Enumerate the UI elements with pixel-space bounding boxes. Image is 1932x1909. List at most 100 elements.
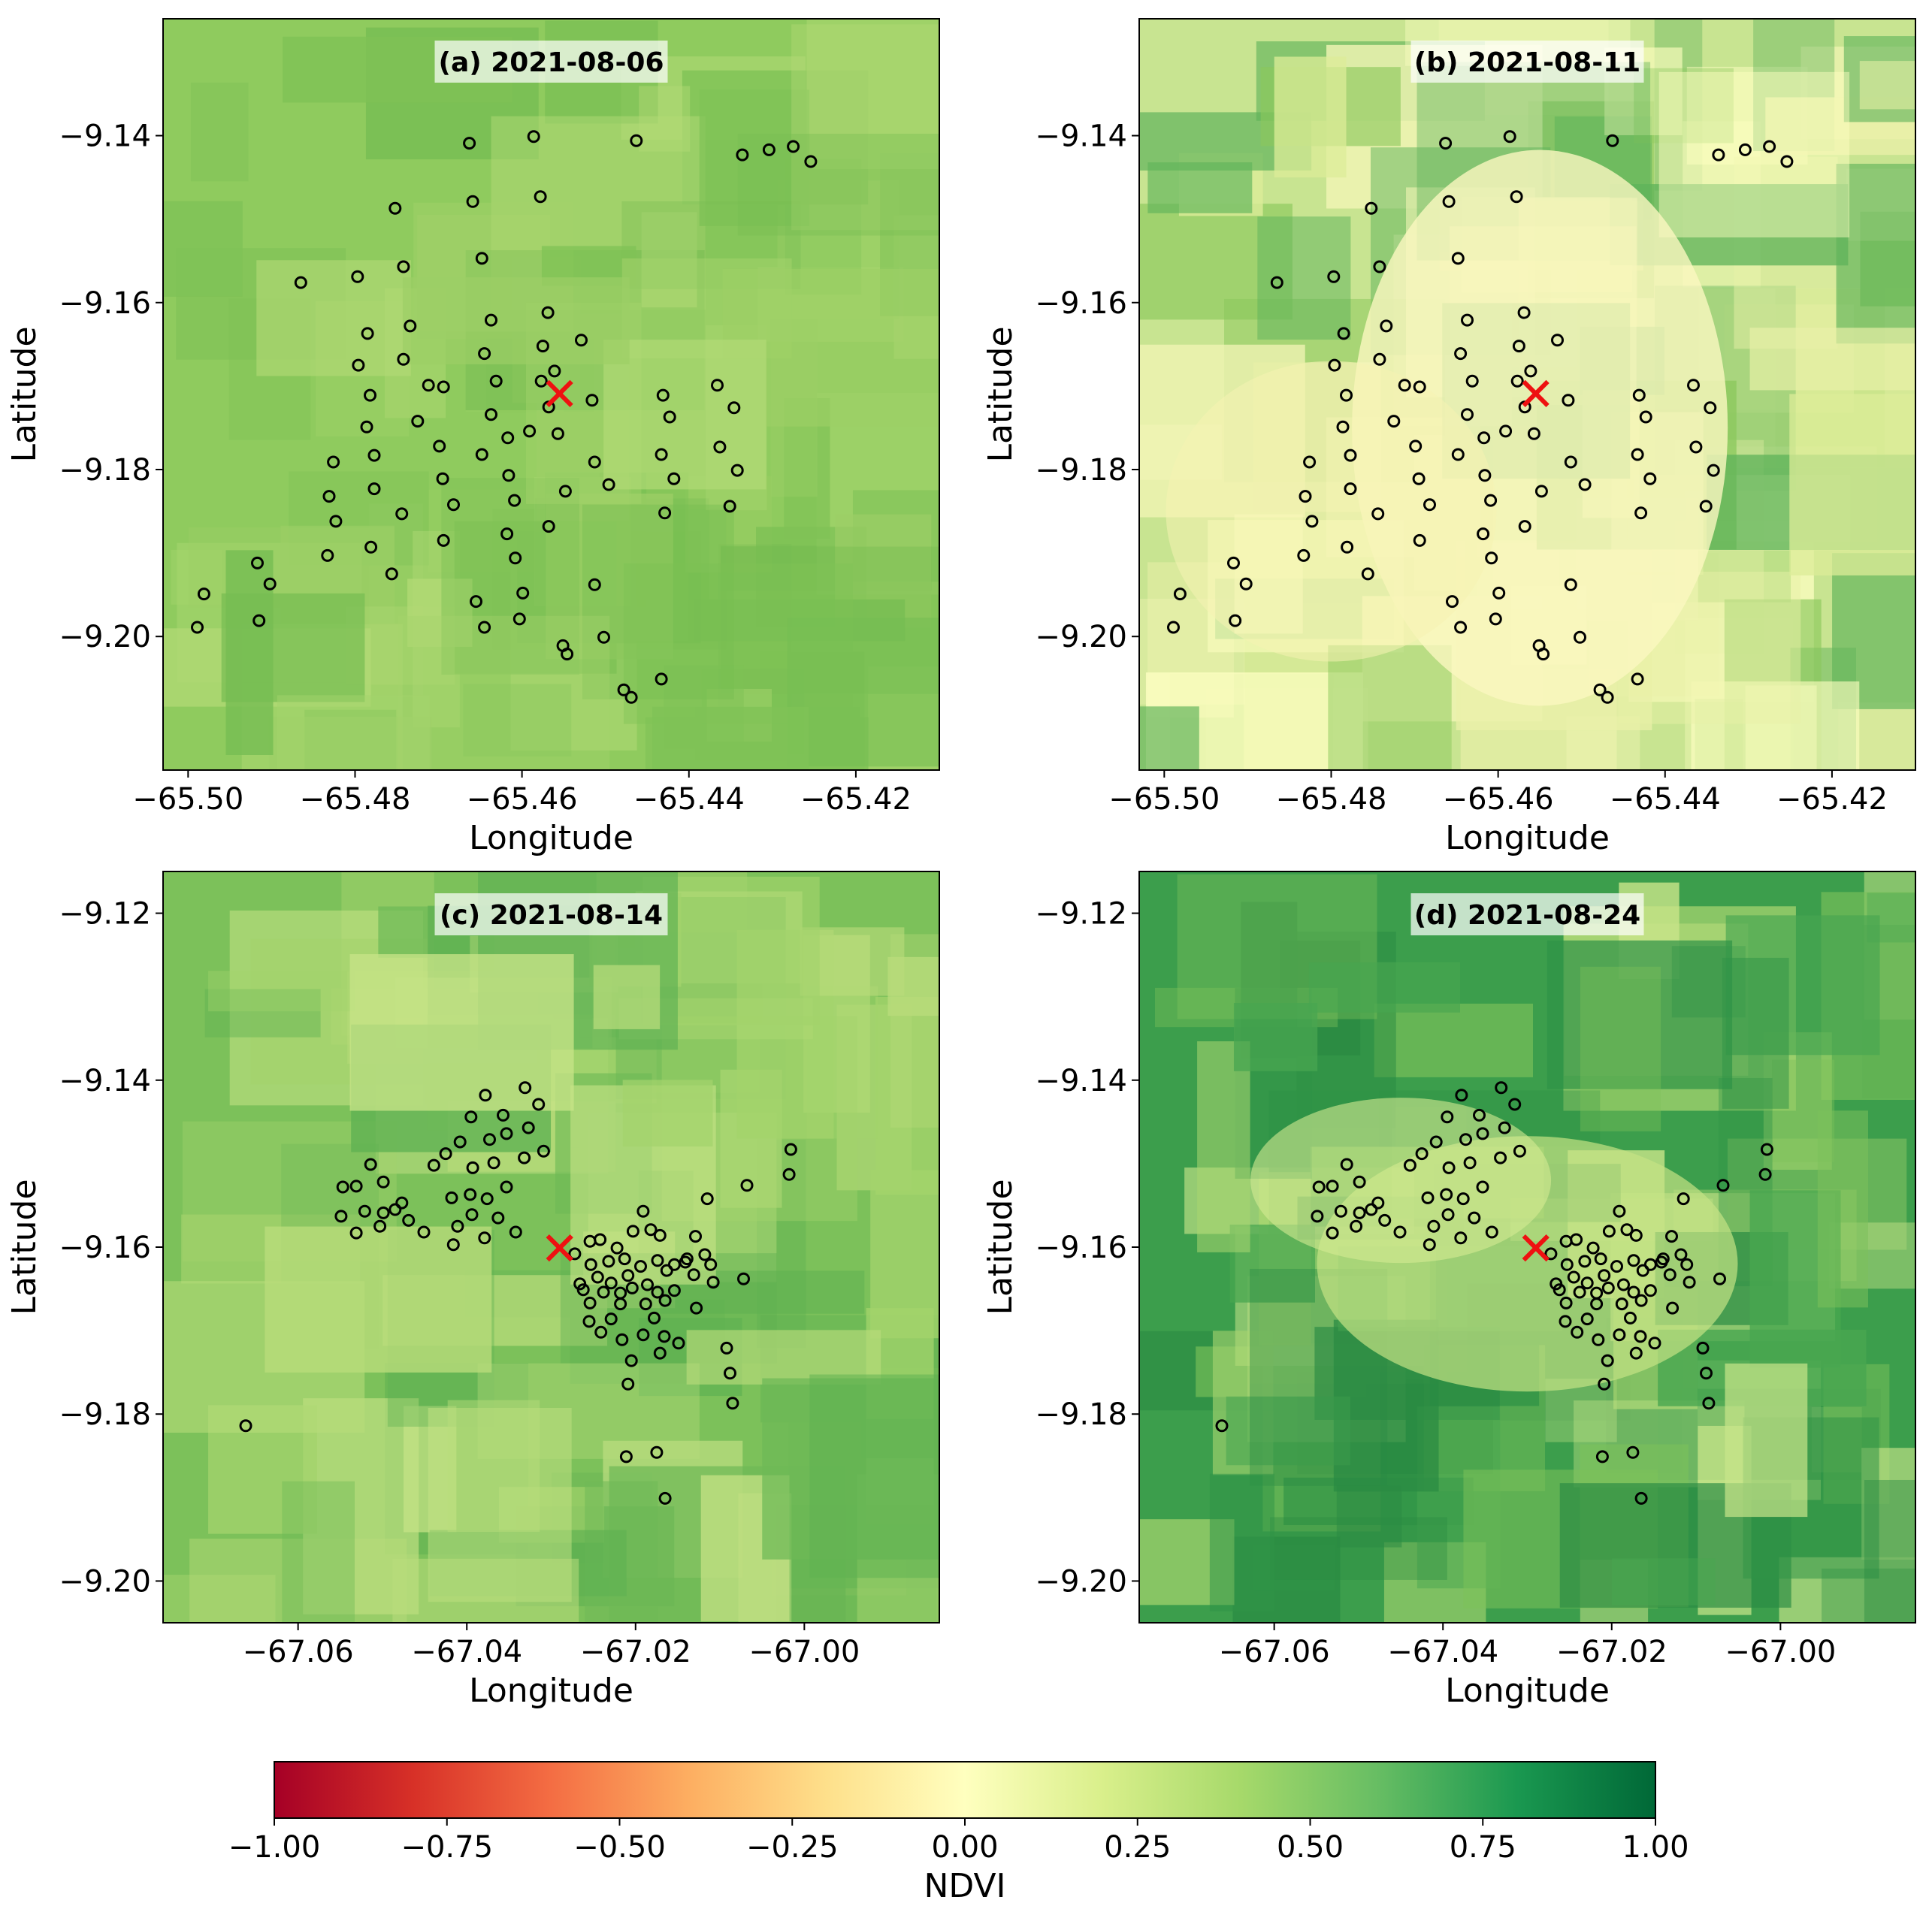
sample-point-marker bbox=[1412, 472, 1426, 485]
sample-point-marker bbox=[1409, 439, 1423, 453]
sample-point-marker bbox=[1629, 1346, 1643, 1360]
sample-point-marker bbox=[1498, 1121, 1511, 1134]
raster-patch bbox=[1691, 681, 1860, 770]
sample-point-marker bbox=[1492, 586, 1506, 600]
raster-patch bbox=[392, 1558, 579, 1623]
colorbar-tick-label: 0.50 bbox=[1277, 1830, 1344, 1865]
sample-point-marker bbox=[373, 1219, 387, 1233]
sample-point-marker bbox=[1763, 140, 1776, 153]
sample-point-marker bbox=[1510, 190, 1523, 204]
sample-point-marker bbox=[1518, 520, 1531, 533]
sample-point-marker bbox=[1485, 551, 1498, 565]
sample-point-marker bbox=[1707, 464, 1720, 477]
sample-point-marker bbox=[653, 1346, 667, 1360]
raster-patch bbox=[1859, 61, 1915, 110]
sample-point-marker bbox=[1594, 1252, 1607, 1266]
sample-point-marker bbox=[568, 1247, 582, 1261]
sample-point-marker bbox=[1215, 1419, 1229, 1433]
sample-point-marker bbox=[367, 449, 381, 462]
raster-patch bbox=[349, 954, 574, 1111]
panel-title-text: (d) 2021-08-24 bbox=[1414, 900, 1640, 931]
sample-point-marker bbox=[1760, 1143, 1773, 1156]
sample-point-marker bbox=[1586, 1241, 1600, 1255]
sample-point-marker bbox=[422, 379, 435, 392]
sample-point-marker bbox=[464, 1188, 477, 1201]
sample-point-marker bbox=[1344, 482, 1357, 496]
sample-point-marker bbox=[804, 155, 818, 168]
sample-point-marker bbox=[1477, 431, 1491, 445]
sample-point-marker bbox=[1415, 1147, 1429, 1161]
sample-point-marker bbox=[1451, 252, 1465, 265]
sample-point-marker bbox=[720, 1341, 733, 1355]
sample-point-marker bbox=[591, 1270, 604, 1284]
sample-point-marker bbox=[501, 431, 515, 445]
sample-point-marker bbox=[1468, 1211, 1481, 1225]
raster-patch bbox=[593, 965, 661, 1029]
sample-point-marker bbox=[1559, 1315, 1572, 1328]
sample-point-marker bbox=[1387, 415, 1401, 428]
sample-point-marker bbox=[437, 380, 450, 394]
sample-point-marker bbox=[588, 578, 601, 591]
raster-burn bbox=[1250, 1098, 1552, 1264]
panel-title: (a) 2021-08-06 bbox=[434, 41, 668, 83]
sample-point-marker bbox=[1551, 334, 1564, 347]
sample-point-marker bbox=[1700, 1367, 1713, 1380]
sample-point-marker bbox=[621, 1269, 635, 1282]
sample-point-marker bbox=[470, 595, 482, 609]
raster-patch bbox=[652, 706, 809, 770]
sample-point-marker bbox=[197, 588, 210, 601]
raster-patch bbox=[1580, 966, 1661, 1131]
sample-point-marker bbox=[395, 1196, 409, 1210]
y-tick-label: −9.18 bbox=[59, 1397, 151, 1432]
sample-point-marker bbox=[1361, 567, 1374, 581]
raster-patch bbox=[806, 19, 939, 170]
sample-point-marker bbox=[626, 1225, 639, 1238]
raster-patch bbox=[1822, 1568, 1915, 1623]
sample-point-marker bbox=[1403, 1158, 1416, 1172]
raster-patch bbox=[477, 1363, 700, 1459]
sample-point-marker bbox=[487, 1156, 500, 1170]
raster-patch bbox=[1139, 706, 1199, 770]
sample-point-marker bbox=[479, 1089, 492, 1102]
sample-point-marker bbox=[724, 1367, 736, 1380]
sample-point-marker bbox=[1489, 612, 1502, 626]
colorbar-tick-label: 1.00 bbox=[1622, 1830, 1689, 1865]
x-tick-label: −65.48 bbox=[299, 782, 410, 817]
sample-point-marker bbox=[500, 1180, 513, 1194]
fire-center-marker bbox=[546, 1234, 573, 1262]
sample-point-marker bbox=[1713, 1272, 1726, 1285]
sample-point-marker bbox=[610, 1241, 624, 1255]
sample-point-marker bbox=[522, 1121, 535, 1134]
sample-point-marker bbox=[1423, 1238, 1436, 1252]
x-tick-label: −67.00 bbox=[1725, 1635, 1836, 1669]
sample-point-marker bbox=[239, 1419, 252, 1433]
sample-point-marker bbox=[1461, 313, 1474, 327]
x-tick-label: −67.04 bbox=[411, 1635, 522, 1669]
sample-point-marker bbox=[1229, 614, 1242, 627]
y-tick-label: −9.16 bbox=[59, 286, 151, 321]
sample-point-marker bbox=[446, 1238, 460, 1252]
sample-point-marker bbox=[1499, 424, 1513, 438]
sample-point-marker bbox=[389, 201, 402, 215]
sample-point-marker bbox=[263, 577, 277, 591]
sample-point-marker bbox=[322, 490, 336, 503]
sample-point-marker bbox=[651, 1285, 664, 1299]
sample-point-marker bbox=[447, 498, 460, 512]
sample-point-marker bbox=[641, 1278, 654, 1291]
sample-point-marker bbox=[1617, 1278, 1630, 1291]
sample-point-marker bbox=[534, 374, 548, 388]
sample-point-marker bbox=[1326, 1226, 1339, 1240]
sample-point-marker bbox=[466, 195, 479, 208]
sample-point-marker bbox=[534, 190, 547, 204]
raster-patch bbox=[737, 133, 939, 236]
raster-patch bbox=[1274, 56, 1347, 178]
sample-point-marker bbox=[1461, 408, 1474, 421]
sample-point-marker bbox=[594, 1233, 607, 1246]
sample-point-marker bbox=[615, 1333, 629, 1346]
sample-point-marker bbox=[402, 1213, 416, 1227]
sample-point-marker bbox=[1459, 1133, 1472, 1146]
sample-point-marker bbox=[700, 1192, 714, 1206]
sample-point-marker bbox=[1666, 1301, 1680, 1315]
sample-point-marker bbox=[690, 1301, 703, 1315]
raster-patch bbox=[1209, 1473, 1274, 1611]
